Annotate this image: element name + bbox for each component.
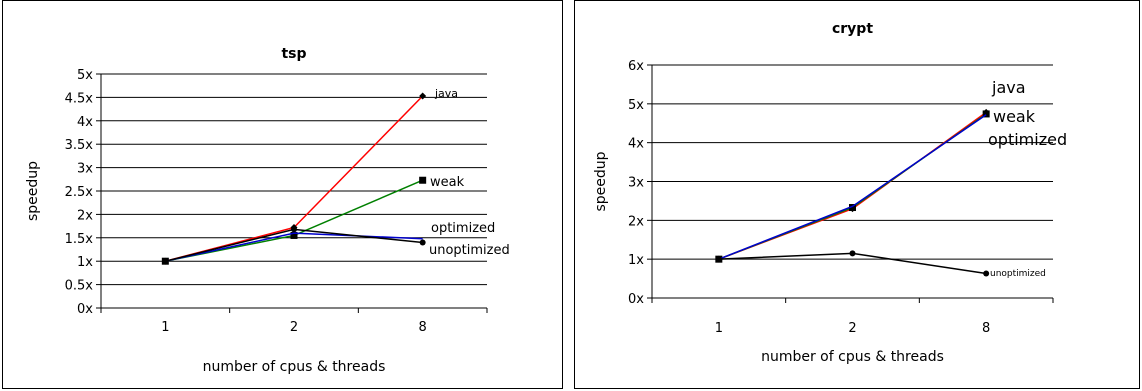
series-label-java: java xyxy=(991,78,1026,97)
series-label-java: java xyxy=(434,87,458,100)
series-line-optimized xyxy=(165,232,423,262)
chart-tsp: tsp 0x 0.5x 1x 1.5x 2x 2.5x 3x 3.5x 4x 4.5x 5x 1 2 8 nu… xyxy=(25,46,510,375)
series-label-unoptimized: unoptimized xyxy=(429,243,510,258)
y-tick-label: 2x xyxy=(77,208,93,223)
y-tick-label: 1.5x xyxy=(65,232,94,247)
x-axis-label: number of cpus & threads xyxy=(761,349,944,365)
y-tick-label: 2x xyxy=(628,214,644,229)
chart-title: crypt xyxy=(832,21,873,37)
data-point-unoptimized xyxy=(715,256,722,263)
y-tick-label: 1x xyxy=(77,255,93,270)
series-label-weak: weak xyxy=(430,175,465,190)
x-tick-label: 8 xyxy=(419,320,427,335)
data-point-weak xyxy=(849,204,856,212)
series-label-weak: weak xyxy=(993,107,1036,126)
series-label-optimized: optimized xyxy=(988,130,1067,149)
data-point-unoptimized xyxy=(162,258,169,265)
y-tick-label: 1x xyxy=(628,253,644,268)
y-tick-label: 5x xyxy=(77,68,93,83)
y-tick-label: 0x xyxy=(77,302,93,317)
data-point-unoptimized xyxy=(291,226,297,233)
y-tick-label: 4.5x xyxy=(65,91,94,106)
y-axis-label: speedup xyxy=(25,161,41,221)
y-tick-label: 6x xyxy=(628,59,644,74)
y-tick-label: 4x xyxy=(628,137,644,152)
data-point-weak xyxy=(419,176,427,184)
series-line-unoptimized xyxy=(718,252,987,275)
series-line-weak xyxy=(718,113,987,260)
x-tick-label: 2 xyxy=(848,321,856,336)
data-point-weak xyxy=(982,110,990,118)
chart-title: tsp xyxy=(281,46,306,62)
x-tick-label: 1 xyxy=(715,321,723,336)
series-label-unoptimized: unoptimized xyxy=(990,269,1046,279)
data-point-java xyxy=(419,92,427,100)
x-tick-label: 1 xyxy=(161,320,169,335)
y-tick-label: 3x xyxy=(628,176,644,191)
x-tick-label: 2 xyxy=(290,320,298,335)
y-tick-label: 2.5x xyxy=(65,185,94,200)
y-tick-label: 3.5x xyxy=(65,138,94,153)
chart-crypt: crypt 0x 1x 2x 3x 4x 5x 6x 1 2 8 number of cpus & t… xyxy=(593,21,1067,365)
data-point-weak xyxy=(290,231,298,239)
data-point-unoptimized xyxy=(849,250,856,257)
x-tick-label: 8 xyxy=(982,321,990,336)
series-label-optimized: optimized xyxy=(431,221,495,236)
y-tick-label: 0.5x xyxy=(65,279,94,294)
chart-panel-tsp: tsp 0x 0.5x 1x 1.5x 2x 2.5x 3x 3.5x 4x 4.5x 5x 1 2 8 nu… xyxy=(2,0,563,389)
x-axis-label: number of cpus & threads xyxy=(203,359,386,375)
data-point-unoptimized xyxy=(983,270,990,277)
series-line-java xyxy=(718,111,987,260)
series-line-optimized xyxy=(718,114,987,260)
y-tick-label: 3x xyxy=(77,162,93,177)
series-line-weak xyxy=(165,179,423,262)
y-axis-label: speedup xyxy=(593,151,609,211)
y-tick-label: 5x xyxy=(628,98,644,113)
y-tick-label: 0x xyxy=(628,292,644,307)
y-tick-label: 4x xyxy=(77,115,93,130)
data-point-unoptimized xyxy=(419,239,426,246)
chart-panel-crypt: crypt 0x 1x 2x 3x 4x 5x 6x 1 2 8 number of cpus & t… xyxy=(574,0,1140,389)
